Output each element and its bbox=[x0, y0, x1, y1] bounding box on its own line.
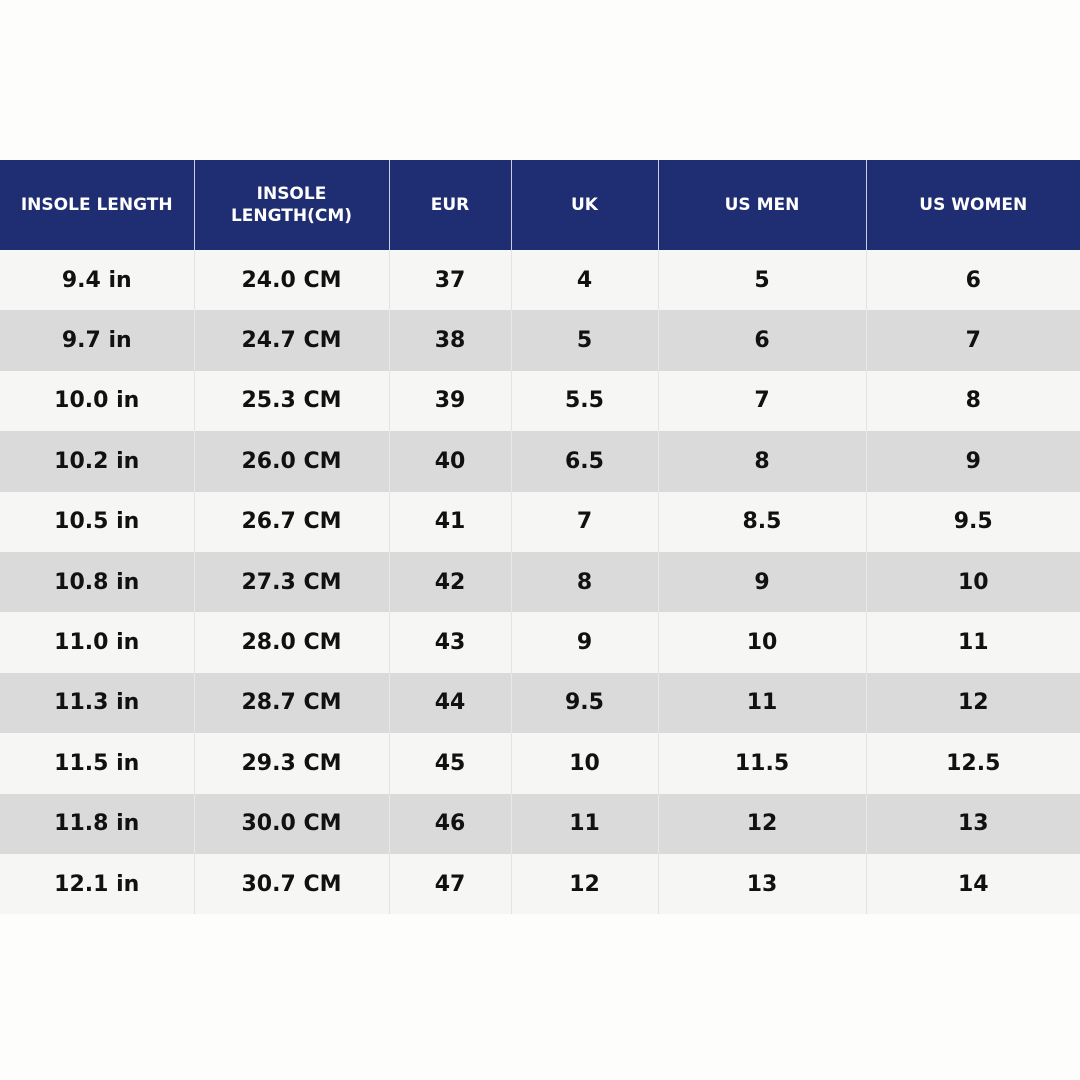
cell-eur: 43 bbox=[388, 612, 511, 673]
cell-eur: 44 bbox=[388, 672, 511, 734]
cell-eur: 40 bbox=[388, 431, 511, 492]
cell-us-men: 6 bbox=[657, 310, 866, 371]
cell-insole-length-cm: 28.7 CM bbox=[193, 672, 389, 734]
cell-insole-length: 11.5 in bbox=[0, 733, 194, 794]
cell-insole-length: 10.8 in bbox=[0, 551, 194, 613]
cell-eur: 47 bbox=[388, 853, 511, 915]
cell-insole-length: 12.1 in bbox=[0, 853, 194, 915]
cell-insole-length-cm: 26.0 CM bbox=[193, 431, 389, 492]
cell-uk: 4 bbox=[510, 250, 658, 311]
cell-insole-length-cm: 24.7 CM bbox=[193, 310, 389, 371]
cell-us-men: 11.5 bbox=[657, 733, 866, 794]
table-row: 11.5 in 29.3 CM 45 10 11.5 12.5 bbox=[0, 733, 1080, 794]
table-header: INSOLE LENGTH INSOLE LENGTH(CM) EUR UK U… bbox=[0, 160, 1080, 250]
table-row: 10.8 in 27.3 CM 42 8 9 10 bbox=[0, 551, 1080, 613]
cell-us-men: 9 bbox=[657, 551, 866, 613]
cell-uk: 9.5 bbox=[510, 672, 658, 734]
cell-us-men: 11 bbox=[657, 672, 866, 734]
cell-insole-length: 10.2 in bbox=[0, 431, 194, 492]
table-row: 10.2 in 26.0 CM 40 6.5 8 9 bbox=[0, 431, 1080, 492]
cell-insole-length: 9.4 in bbox=[0, 250, 194, 311]
cell-insole-length-cm: 28.0 CM bbox=[193, 612, 389, 673]
size-chart-table: INSOLE LENGTH INSOLE LENGTH(CM) EUR UK U… bbox=[0, 160, 1080, 915]
header-insole-length-cm: INSOLE LENGTH(CM) bbox=[193, 160, 389, 250]
cell-us-women: 14 bbox=[865, 853, 1080, 915]
cell-us-women: 12 bbox=[865, 672, 1080, 734]
table-row: 9.4 in 24.0 CM 37 4 5 6 bbox=[0, 250, 1080, 311]
cell-us-men: 12 bbox=[657, 793, 866, 854]
cell-insole-length-cm: 30.7 CM bbox=[193, 853, 389, 915]
cell-eur: 41 bbox=[388, 491, 511, 552]
table-row: 12.1 in 30.7 CM 47 12 13 14 bbox=[0, 853, 1080, 915]
table-row: 10.0 in 25.3 CM 39 5.5 7 8 bbox=[0, 370, 1080, 432]
cell-insole-length: 9.7 in bbox=[0, 310, 194, 371]
cell-uk: 12 bbox=[510, 853, 658, 915]
cell-insole-length-cm: 24.0 CM bbox=[193, 250, 389, 311]
cell-insole-length: 11.0 in bbox=[0, 612, 194, 673]
cell-uk: 5 bbox=[510, 310, 658, 371]
cell-insole-length-cm: 26.7 CM bbox=[193, 491, 389, 552]
cell-uk: 5.5 bbox=[510, 370, 658, 432]
cell-us-women: 7 bbox=[865, 310, 1080, 371]
cell-us-men: 7 bbox=[657, 370, 866, 432]
cell-eur: 45 bbox=[388, 733, 511, 794]
cell-us-women: 8 bbox=[865, 370, 1080, 432]
header-row: INSOLE LENGTH INSOLE LENGTH(CM) EUR UK U… bbox=[0, 160, 1080, 250]
cell-us-women: 10 bbox=[865, 551, 1080, 613]
table-row: 9.7 in 24.7 CM 38 5 6 7 bbox=[0, 310, 1080, 371]
table-row: 11.0 in 28.0 CM 43 9 10 11 bbox=[0, 612, 1080, 673]
cell-us-women: 9 bbox=[865, 431, 1080, 492]
cell-uk: 8 bbox=[510, 551, 658, 613]
header-insole-length: INSOLE LENGTH bbox=[0, 160, 194, 250]
table-body: 9.4 in 24.0 CM 37 4 5 6 9.7 in 24.7 CM 38 5 6 7 10.0… bbox=[0, 250, 1080, 915]
cell-us-women: 11 bbox=[865, 612, 1080, 673]
cell-us-women: 13 bbox=[865, 793, 1080, 854]
cell-insole-length: 11.3 in bbox=[0, 672, 194, 734]
header-us-women: US WOMEN bbox=[865, 160, 1080, 250]
header-uk: UK bbox=[510, 160, 658, 250]
cell-eur: 38 bbox=[388, 310, 511, 371]
cell-eur: 46 bbox=[388, 793, 511, 854]
cell-eur: 37 bbox=[388, 250, 511, 311]
cell-uk: 6.5 bbox=[510, 431, 658, 492]
header-us-men: US MEN bbox=[657, 160, 866, 250]
cell-us-men: 5 bbox=[657, 250, 866, 311]
cell-uk: 9 bbox=[510, 612, 658, 673]
header-eur: EUR bbox=[388, 160, 511, 250]
table-row: 11.3 in 28.7 CM 44 9.5 11 12 bbox=[0, 672, 1080, 734]
table-row: 10.5 in 26.7 CM 41 7 8.5 9.5 bbox=[0, 491, 1080, 552]
cell-us-women: 12.5 bbox=[865, 733, 1080, 794]
cell-eur: 42 bbox=[388, 551, 511, 613]
cell-insole-length: 10.0 in bbox=[0, 370, 194, 432]
cell-uk: 11 bbox=[510, 793, 658, 854]
cell-us-men: 8 bbox=[657, 431, 866, 492]
cell-insole-length-cm: 27.3 CM bbox=[193, 551, 389, 613]
cell-insole-length: 11.8 in bbox=[0, 793, 194, 854]
table-row: 11.8 in 30.0 CM 46 11 12 13 bbox=[0, 793, 1080, 854]
cell-us-men: 8.5 bbox=[657, 491, 866, 552]
cell-uk: 7 bbox=[510, 491, 658, 552]
cell-insole-length-cm: 29.3 CM bbox=[193, 733, 389, 794]
cell-insole-length-cm: 30.0 CM bbox=[193, 793, 389, 854]
cell-us-women: 9.5 bbox=[865, 491, 1080, 552]
cell-eur: 39 bbox=[388, 370, 511, 432]
cell-uk: 10 bbox=[510, 733, 658, 794]
cell-insole-length-cm: 25.3 CM bbox=[193, 370, 389, 432]
cell-insole-length: 10.5 in bbox=[0, 491, 194, 552]
cell-us-women: 6 bbox=[865, 250, 1080, 311]
cell-us-men: 10 bbox=[657, 612, 866, 673]
cell-us-men: 13 bbox=[657, 853, 866, 915]
